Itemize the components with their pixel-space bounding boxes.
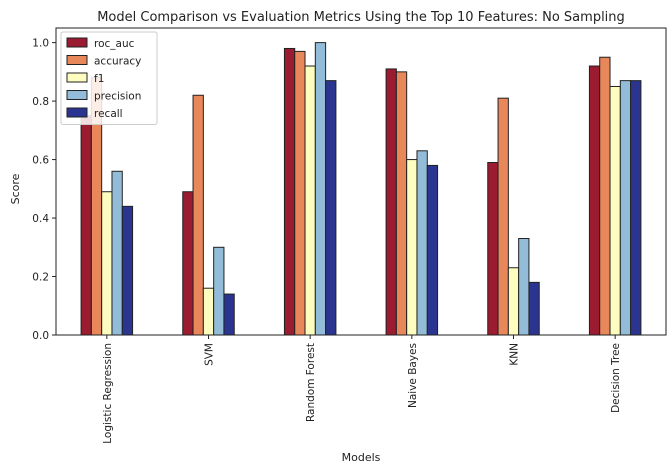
- bar-recall-3: [426, 164, 439, 336]
- bar-roc_auc-2: [283, 47, 296, 336]
- bar-f1-5: [609, 85, 621, 336]
- x-tick-label: Decision Tree: [610, 343, 622, 413]
- bar-recall-0: [121, 205, 134, 336]
- y-tick-label: 0.4: [32, 213, 49, 225]
- bar-recall-2: [325, 80, 337, 336]
- bar-accuracy-4: [497, 97, 509, 336]
- bar-precision-2: [314, 42, 327, 336]
- bar-roc_auc-3: [385, 68, 397, 336]
- y-tick-label: 0.6: [32, 155, 49, 167]
- x-tick-label: Logistic Regression: [102, 343, 114, 444]
- bar-precision-5: [619, 80, 632, 336]
- legend-label-recall: recall: [94, 108, 123, 120]
- bar-accuracy-5: [599, 56, 611, 336]
- axes-frame: [55, 27, 667, 336]
- y-tick-label: 0.0: [32, 330, 49, 342]
- bar-f1-4: [507, 267, 520, 336]
- plot-area: Logistic Regression SVM Random Forest Naive…: [32, 27, 667, 444]
- y-axis-label: Score: [9, 173, 22, 204]
- x-axis-label: Models: [342, 451, 381, 464]
- y-tick-label: 1.0: [32, 38, 49, 50]
- legend-label-f1: f1: [94, 73, 104, 85]
- legend-swatch-recall: [66, 107, 88, 118]
- bar-f1-3: [406, 159, 418, 336]
- x-tick-label: KNN: [509, 343, 521, 366]
- x-tick-label: SVM: [204, 343, 216, 366]
- bar-accuracy-2: [294, 50, 306, 336]
- bar-f1-0: [101, 191, 113, 336]
- chart-title: Model Comparison vs Evaluation Metrics U…: [97, 10, 625, 25]
- bar-roc_auc-0: [80, 115, 92, 336]
- y-tick-label: 0.2: [32, 272, 49, 284]
- legend-label-accuracy: accuracy: [94, 56, 141, 68]
- legend-label-precision: precision: [94, 91, 141, 103]
- bar-recall-5: [630, 80, 642, 336]
- legend-swatch-accuracy: [66, 55, 88, 65]
- bar-precision-1: [213, 246, 225, 336]
- bar-precision-3: [416, 150, 428, 336]
- bar-f1-2: [304, 65, 316, 336]
- bar-roc_auc-4: [487, 162, 499, 336]
- legend: roc_auc accuracy f1 precision recall: [60, 31, 158, 125]
- bar-f1-1: [202, 287, 215, 336]
- bar-accuracy-3: [395, 71, 408, 336]
- x-tick-label: Naive Bayes: [407, 343, 419, 408]
- bar-recall-1: [223, 293, 235, 336]
- legend-swatch-precision: [66, 90, 88, 100]
- bar-accuracy-1: [192, 94, 204, 336]
- bar-precision-4: [518, 238, 530, 336]
- y-tick-label: 0.8: [32, 96, 49, 108]
- bar-roc_auc-5: [588, 65, 601, 336]
- legend-swatch-f1: [66, 72, 88, 83]
- legend-swatch-roc_auc: [66, 37, 88, 48]
- bar-recall-4: [528, 281, 540, 336]
- bar-precision-0: [111, 170, 123, 336]
- x-tick-label: Random Forest: [305, 343, 317, 422]
- bar-roc_auc-1: [182, 191, 194, 336]
- legend-label-roc_auc: roc_auc: [94, 38, 135, 50]
